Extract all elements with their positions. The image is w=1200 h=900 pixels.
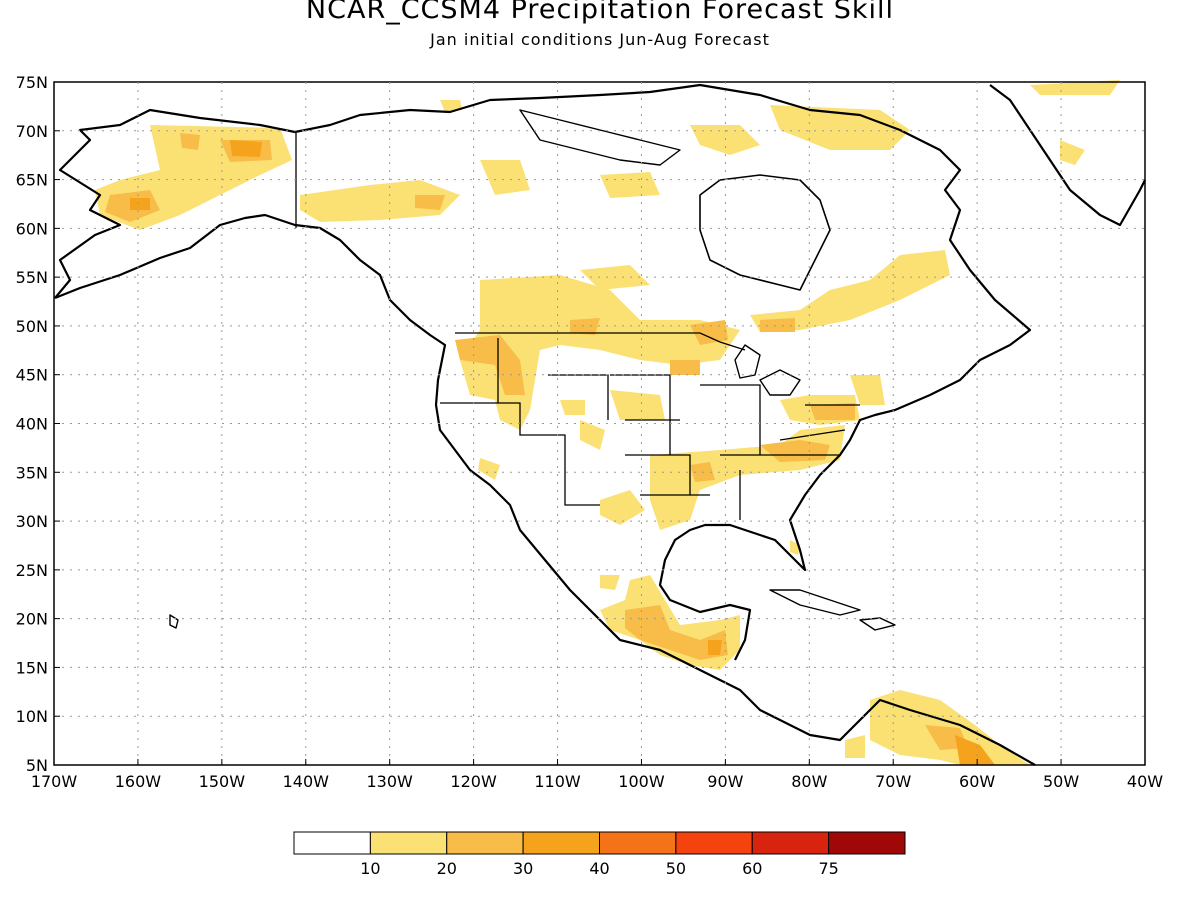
- lat-tick-label: 5N: [26, 756, 48, 775]
- lat-tick-label: 55N: [16, 268, 48, 287]
- lat-tick-label: 10N: [16, 707, 48, 726]
- lon-tick-label: 50W: [1043, 772, 1079, 791]
- lon-tick-label: 60W: [959, 772, 995, 791]
- skill-shading-low: [95, 80, 1120, 765]
- lat-tick-label: 45N: [16, 366, 48, 385]
- lat-tick-label: 60N: [16, 219, 48, 238]
- legend-label: 60: [742, 859, 762, 878]
- legend-label: 50: [666, 859, 686, 878]
- lon-tick-label: 80W: [791, 772, 827, 791]
- legend-swatch: [599, 831, 677, 855]
- lon-tick-label: 150W: [199, 772, 246, 791]
- lon-tick-label: 160W: [115, 772, 162, 791]
- legend-swatch: [446, 831, 524, 855]
- lat-tick-label: 50N: [16, 317, 48, 336]
- lon-tick-label: 40W: [1127, 772, 1163, 791]
- lon-tick-label: 170W: [31, 772, 78, 791]
- lon-tick-label: 130W: [367, 772, 414, 791]
- legend-swatch: [675, 831, 753, 855]
- legend-label: 30: [513, 859, 533, 878]
- legend-label: 75: [818, 859, 838, 878]
- lat-tick-label: 25N: [16, 561, 48, 580]
- legend-label: 40: [589, 859, 609, 878]
- lat-tick-label: 15N: [16, 658, 48, 677]
- lon-tick-label: 90W: [707, 772, 743, 791]
- lon-tick-label: 140W: [283, 772, 330, 791]
- lat-tick-label: 65N: [16, 171, 48, 190]
- legend-label: 20: [437, 859, 457, 878]
- legend-swatch: [369, 831, 448, 855]
- lon-tick-label: 70W: [875, 772, 911, 791]
- skill-shading-high: [130, 140, 995, 765]
- axis-tick-labels: 75N 70N 65N 60N 55N 50N 45N 40N 35N 30N 25N 20N 15N 1…: [16, 73, 1164, 791]
- lat-tick-label: 40N: [16, 415, 48, 434]
- grid-lines: [53, 81, 1146, 766]
- legend-swatch: [522, 831, 600, 855]
- lon-tick-label: 120W: [450, 772, 497, 791]
- map-title: NCAR_CCSM4 Precipitation Forecast Skill: [305, 0, 895, 25]
- legend-swatch: [828, 831, 906, 855]
- legend-swatch: [293, 831, 371, 855]
- lat-tick-label: 20N: [16, 610, 48, 629]
- map-subtitle: Jan initial conditions Jun-Aug Forecast: [430, 30, 770, 49]
- lat-tick-label: 70N: [16, 122, 48, 141]
- legend-swatch: [751, 831, 830, 855]
- lat-tick-label: 30N: [16, 512, 48, 531]
- coastlines: [54, 83, 1146, 766]
- lat-tick-label: 35N: [16, 463, 48, 482]
- color-legend: 10 20 30 40 50 60 75: [293, 831, 906, 878]
- lon-tick-label: 100W: [618, 772, 665, 791]
- legend-label: 10: [360, 859, 380, 878]
- lon-tick-label: 110W: [534, 772, 581, 791]
- lat-tick-label: 75N: [16, 73, 48, 92]
